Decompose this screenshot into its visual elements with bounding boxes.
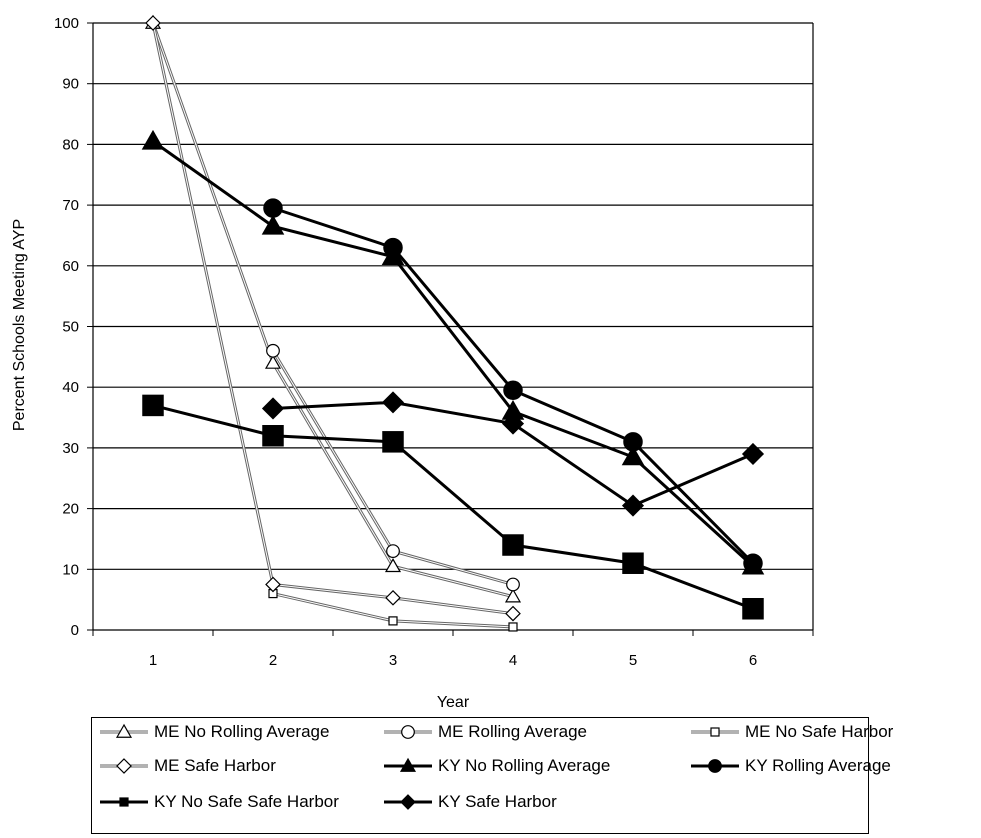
y-tick-label: 60	[62, 258, 79, 275]
y-tick-label: 20	[62, 501, 79, 518]
legend-label: ME Rolling Average	[438, 722, 587, 741]
series-line-inner	[152, 22, 514, 598]
data-point	[385, 589, 401, 606]
data-point	[142, 394, 164, 417]
data-point	[504, 588, 522, 603]
data-point	[621, 445, 645, 466]
data-point	[383, 237, 403, 258]
series-me-no-rolling-average	[144, 14, 522, 603]
series-ky-no-rolling-average	[141, 129, 765, 575]
series-line-inner	[152, 22, 514, 615]
data-point	[263, 198, 283, 218]
series-me-rolling-average	[266, 343, 520, 592]
x-tick-label: 5	[629, 652, 637, 669]
series-group	[141, 14, 765, 632]
line-chart: 0 10 20 30 40 50 60 70 80 90 100 1 2 3 4 5 6 Year Perce…	[11, 14, 814, 711]
series-line	[151, 22, 514, 599]
series-ky-rolling-average	[263, 198, 763, 573]
y-tick-label: 90	[62, 76, 79, 93]
data-point	[264, 354, 282, 369]
x-tick-label: 1	[149, 652, 157, 669]
series-ky-no-safe-safe-harbor	[142, 394, 764, 620]
legend-item: ME Safe Harbor	[98, 753, 276, 779]
legend-label: ME Safe Harbor	[154, 756, 276, 775]
data-point	[503, 380, 523, 400]
legend-label: KY Rolling Average	[745, 756, 891, 775]
data-point	[621, 494, 645, 517]
series-line	[152, 140, 755, 568]
data-point	[265, 576, 281, 593]
legend-swatch	[691, 727, 739, 737]
legend-item: KY No Rolling Average	[382, 753, 610, 779]
legend-item: ME No Safe Harbor	[689, 719, 893, 745]
y-tick-label: 50	[62, 319, 79, 336]
y-tick-label: 30	[62, 440, 79, 457]
data-point	[388, 616, 398, 626]
series-me-no-safe-harbor	[268, 588, 518, 632]
data-point	[145, 15, 161, 31]
legend-item: ME No Rolling Average	[98, 719, 329, 745]
legend-swatch	[384, 794, 432, 810]
data-point	[502, 534, 524, 556]
legend-label: KY Safe Harbor	[438, 792, 557, 811]
y-tick-label: 0	[71, 622, 79, 639]
legend-item: KY Safe Harbor	[382, 789, 557, 815]
legend-swatch	[384, 725, 432, 739]
legend-swatch	[384, 757, 432, 772]
data-point	[262, 425, 284, 447]
y-tick-label: 40	[62, 379, 79, 396]
data-point	[386, 544, 400, 558]
series-me-safe-harbor	[145, 15, 521, 622]
x-axis-title: Year	[437, 694, 470, 711]
legend-label: KY No Rolling Average	[438, 756, 611, 775]
data-point	[501, 412, 525, 435]
data-point	[505, 605, 521, 622]
data-point	[623, 432, 643, 452]
data-point	[261, 214, 285, 235]
legend-swatch	[100, 723, 148, 738]
legend-item: KY Rolling Average	[689, 753, 891, 779]
legend: ME No Rolling Average ME Rolling Average M…	[91, 717, 893, 834]
data-point	[622, 552, 644, 574]
x-axis-ticks: 1 2 3 4 5 6	[92, 630, 814, 669]
y-tick-label: 100	[54, 15, 79, 32]
legend-label: ME No Safe Harbor	[745, 722, 894, 741]
data-point	[261, 397, 285, 420]
series-line	[151, 22, 514, 616]
data-point	[384, 558, 402, 573]
y-axis-ticks: 0 10 20 30 40 50 60 70 80 90 100	[54, 15, 93, 639]
x-tick-label: 3	[389, 652, 397, 669]
legend-swatch	[100, 797, 148, 807]
data-point	[266, 343, 280, 358]
x-tick-label: 6	[749, 652, 757, 669]
data-point	[743, 553, 763, 573]
x-tick-label: 4	[509, 652, 517, 669]
legend-item: KY No Safe Safe Harbor	[98, 789, 339, 815]
x-tick-label: 2	[269, 652, 277, 669]
gridlines	[93, 22, 813, 570]
legend-label: KY No Safe Safe Harbor	[154, 792, 339, 811]
y-tick-label: 80	[62, 136, 79, 153]
data-point	[141, 129, 165, 150]
data-point	[381, 391, 405, 414]
data-point	[741, 442, 765, 466]
legend-swatch	[100, 758, 148, 774]
y-tick-label: 10	[62, 561, 79, 578]
series-ky-safe-harbor	[261, 391, 765, 517]
legend-item: ME Rolling Average	[382, 719, 587, 745]
y-axis-title: Percent Schools Meeting AYP	[11, 219, 28, 431]
data-point	[506, 577, 520, 592]
data-point	[742, 598, 764, 620]
legend-swatch	[691, 759, 739, 773]
y-tick-label: 70	[62, 197, 79, 214]
data-point	[508, 622, 518, 632]
data-point	[382, 431, 404, 453]
legend-label: ME No Rolling Average	[154, 722, 330, 741]
series-line	[152, 403, 754, 611]
